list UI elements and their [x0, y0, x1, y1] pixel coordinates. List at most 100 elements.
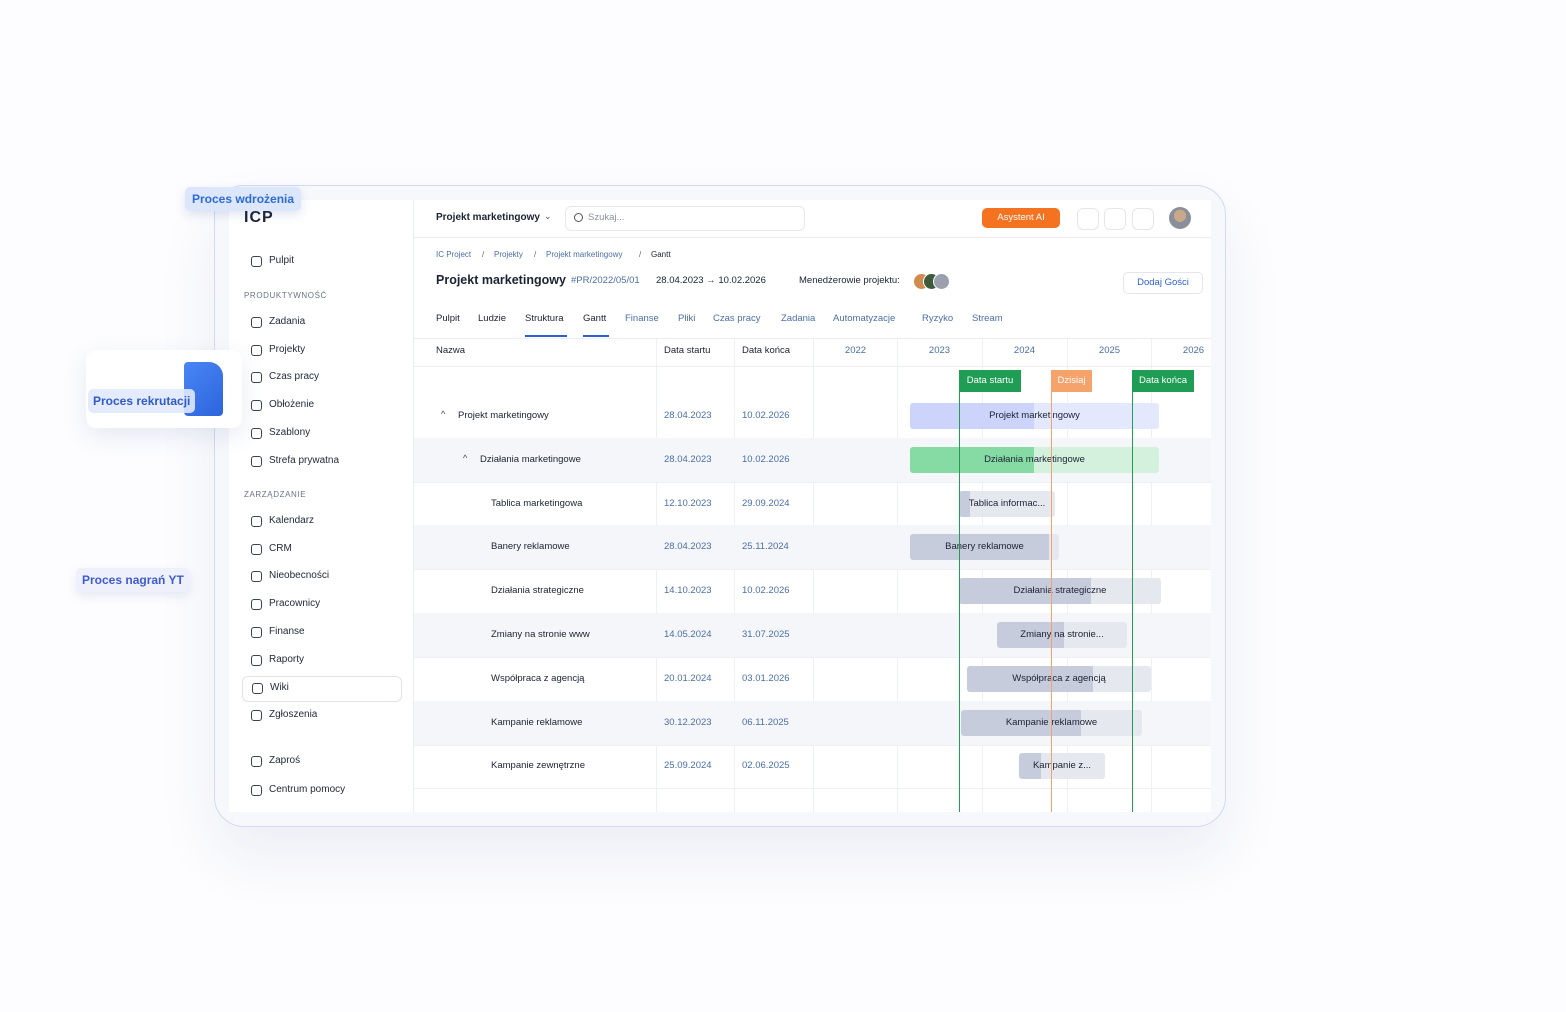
floating-label: Proces wdrożenia: [185, 187, 302, 211]
logo: ICP: [244, 209, 274, 226]
nav-label: Projekty: [269, 343, 306, 355]
gantt-bar[interactable]: Banery reklamowe: [910, 534, 1059, 561]
floating-label: Proces nagrań YT: [76, 568, 190, 592]
sidebar-item[interactable]: Strefa prywatna: [242, 450, 400, 474]
tab[interactable]: Struktura: [525, 313, 564, 324]
gantt-bar[interactable]: Działania strategiczne: [959, 578, 1161, 605]
nav-label: Obłożenie: [269, 399, 315, 411]
end-date: 25.11.2024: [742, 541, 789, 553]
gantt-bar[interactable]: Tablica informac...: [959, 490, 1055, 517]
year-divider: [1067, 339, 1068, 812]
tab-underline: [525, 335, 567, 337]
nav-label: Nieobecności: [269, 570, 330, 582]
nav-label: Finanse: [269, 625, 305, 637]
nav-icon: [251, 317, 262, 328]
sidebar-item[interactable]: Finanse: [242, 621, 400, 645]
year-label: 2025: [1098, 345, 1121, 356]
end-date: 10.02.2026: [742, 453, 790, 465]
ai-button[interactable]: Asystent AI: [982, 208, 1060, 228]
search-input[interactable]: Szukaj...: [565, 206, 805, 231]
search-icon: [574, 213, 583, 222]
tab[interactable]: Ludzie: [478, 313, 506, 324]
gantt-bar-label: Banery reklamowe: [945, 541, 1024, 553]
column-header: Nazwa: [436, 345, 466, 356]
gantt-bar[interactable]: Współpraca z agencją: [967, 665, 1151, 692]
sidebar-item[interactable]: CRM: [242, 538, 400, 562]
icon-button[interactable]: [1077, 208, 1099, 230]
year-divider: [897, 339, 898, 812]
sidebar-item[interactable]: Zgłoszenia: [242, 704, 400, 728]
gantt-bar-label: Projekt marketingowy: [989, 410, 1080, 421]
tab[interactable]: Gantt: [583, 313, 607, 324]
gantt-bar[interactable]: Zmiany na stronie...: [997, 622, 1127, 648]
floating-label: Proces rekrutacji: [88, 389, 196, 413]
breadcrumb[interactable]: Projekt marketingowy: [546, 250, 623, 259]
year-label: 2022: [844, 345, 867, 356]
row-name[interactable]: Banery reklamowe: [491, 541, 570, 553]
sidebar-item[interactable]: Pulpit: [242, 250, 400, 274]
sidebar-item[interactable]: Obłożenie: [242, 394, 400, 418]
sidebar-item[interactable]: Wiki: [242, 676, 402, 703]
row-name[interactable]: Współpraca z agencją: [491, 672, 585, 684]
sidebar-item[interactable]: Pracownicy: [242, 593, 400, 617]
managers-label: Menedżerowie projektu:: [799, 275, 900, 286]
expand-chevron[interactable]: ^: [463, 452, 468, 463]
gantt-bar[interactable]: Kampanie z...: [1019, 753, 1105, 780]
gantt-bar[interactable]: Projekt marketingowy: [910, 403, 1159, 429]
gantt-bar-label: Współpraca z agencją: [1012, 672, 1106, 684]
end-date: 06.11.2025: [742, 716, 789, 728]
tab[interactable]: Finanse: [625, 313, 659, 324]
row-name[interactable]: Działania strategiczne: [491, 585, 584, 597]
expand-chevron[interactable]: ^: [441, 409, 446, 419]
sidebar-item[interactable]: Kalendarz: [242, 510, 400, 534]
end-date: 02.06.2025: [742, 760, 790, 772]
start-date: 20.01.2024: [664, 672, 712, 684]
sidebar-item[interactable]: Zadania: [242, 311, 400, 335]
row-name[interactable]: Kampanie zewnętrzne: [491, 760, 585, 772]
icon-button[interactable]: [1104, 208, 1126, 230]
gantt-bar-label: Zmiany na stronie...: [1020, 629, 1104, 640]
start-date: 28.04.2023: [664, 541, 712, 553]
row-name[interactable]: Projekt marketingowy: [458, 410, 549, 421]
tab[interactable]: Stream: [972, 313, 1003, 324]
marker-line: [959, 371, 960, 812]
sidebar-item[interactable]: Zaproś: [242, 750, 400, 774]
sidebar-item[interactable]: Szablony: [242, 422, 400, 446]
row-divider: [414, 481, 1211, 483]
breadcrumb[interactable]: Projekty: [494, 250, 523, 259]
row-name[interactable]: Zmiany na stronie www: [491, 629, 590, 640]
nav-icon: [251, 571, 262, 583]
tab[interactable]: Zadania: [781, 313, 816, 324]
sidebar-item[interactable]: Czas pracy: [242, 366, 400, 390]
tabs-divider: [414, 338, 1211, 339]
row-divider: [414, 569, 1211, 571]
year-divider: [1151, 339, 1152, 812]
sidebar-item[interactable]: Projekty: [242, 339, 400, 363]
row-name[interactable]: Tablica marketingowa: [491, 497, 583, 509]
breadcrumb[interactable]: Gantt: [651, 250, 671, 259]
sidebar-item[interactable]: Raporty: [242, 649, 400, 673]
year-divider: [982, 339, 983, 812]
avatar[interactable]: [1169, 207, 1191, 229]
manager-avatar: [933, 273, 950, 290]
nav-label: Zadania: [269, 316, 306, 327]
nav-icon: [251, 785, 262, 796]
tab[interactable]: Ryzyko: [922, 313, 954, 324]
column-header: Data końca: [742, 345, 791, 356]
tab[interactable]: Automatyzacje: [833, 313, 896, 324]
nav-label: Zaproś: [269, 755, 301, 766]
add-guests-button[interactable]: Dodaj Gości: [1123, 272, 1203, 294]
column-divider: [734, 339, 735, 812]
sidebar-item[interactable]: Nieobecności: [242, 565, 400, 589]
project-select[interactable]: Projekt marketingowy: [436, 212, 540, 223]
sidebar-item[interactable]: Centrum pomocy: [242, 779, 400, 803]
gantt-bar[interactable]: Działania marketingowe: [910, 446, 1159, 473]
tab[interactable]: Pulpit: [436, 313, 460, 324]
tab[interactable]: Pliki: [678, 313, 696, 324]
row-name[interactable]: Kampanie reklamowe: [491, 716, 583, 728]
row-name[interactable]: Działania marketingowe: [480, 453, 581, 465]
breadcrumb[interactable]: IC Project: [436, 250, 472, 259]
nav-label: Zgłoszenia: [269, 708, 318, 720]
tab[interactable]: Czas pracy: [713, 313, 761, 324]
icon-button[interactable]: [1132, 208, 1154, 230]
